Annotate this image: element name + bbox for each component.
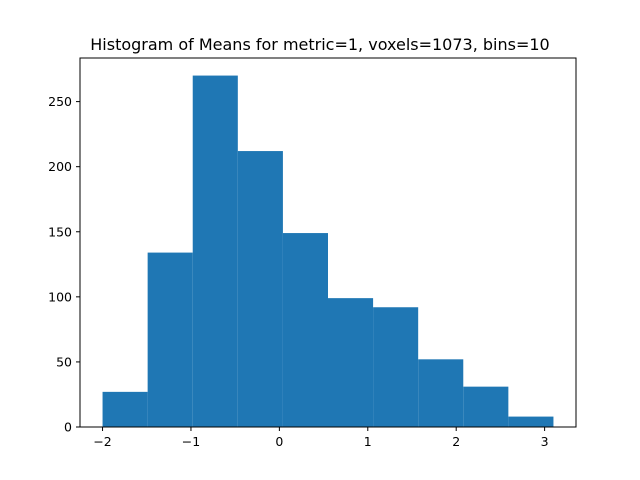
histogram-bar-3 [237,151,283,427]
histogram-bar-2 [192,75,238,427]
y-tick-label: 150 [48,224,72,239]
x-tick-label: 1 [364,434,372,449]
y-axis-ticks: 0 50 100 150 200 250 [48,94,80,435]
chart-title: Histogram of Means for metric=1, voxels=… [90,35,549,54]
histogram-bar-8 [463,386,509,427]
plot-area-frame [79,57,577,428]
histogram-bar-9 [508,416,554,427]
histogram-bar-5 [328,298,374,427]
histogram-bar-4 [282,233,328,427]
y-tick-label: 200 [48,159,72,174]
y-tick-label: 250 [48,94,72,109]
histogram-bar-0 [102,391,148,427]
x-tick-label: 0 [275,434,283,449]
histogram-bar-6 [373,307,419,427]
y-tick-label: 0 [64,420,72,435]
histogram-bar-7 [418,359,464,427]
bars-group [102,75,554,427]
histogram-bar-1 [147,252,193,427]
x-tick-label: −1 [182,434,200,449]
x-axis-ticks: −2 −1 0 1 2 3 [93,427,549,449]
x-tick-label: 3 [541,434,549,449]
x-tick-label: 2 [452,434,460,449]
y-tick-label: 100 [48,289,72,304]
y-tick-label: 50 [56,354,72,369]
x-tick-label: −2 [93,434,111,449]
